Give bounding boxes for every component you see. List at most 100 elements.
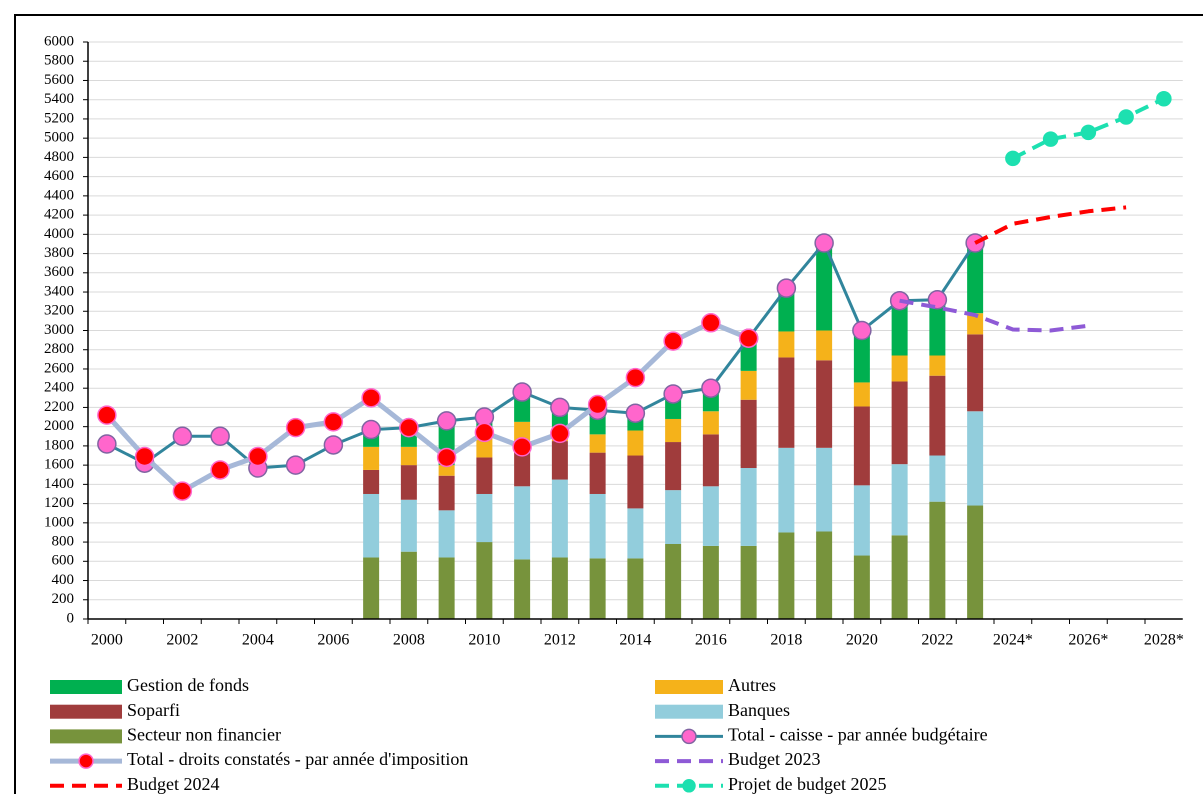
marker	[625, 403, 646, 423]
legend-label: Autres	[728, 675, 776, 695]
legend-label: Budget 2024	[127, 774, 220, 794]
marker	[814, 233, 834, 253]
bar	[816, 447, 833, 532]
bar	[740, 399, 757, 469]
marker	[210, 426, 230, 447]
y-tick-label: 5200	[44, 110, 74, 126]
bar	[778, 288, 795, 332]
bar	[929, 299, 946, 356]
bar	[967, 411, 984, 506]
x-tick-label: 2000	[91, 632, 123, 649]
bar	[400, 551, 417, 619]
bar	[363, 493, 380, 558]
series-line	[899, 298, 1089, 333]
x-tick-label: 2024*	[993, 632, 1033, 649]
x-tick-label: 2008	[393, 632, 425, 649]
x-tick-label: 2028*	[1144, 632, 1184, 649]
bar	[551, 479, 568, 558]
bar	[853, 555, 870, 619]
bar	[589, 452, 606, 494]
marker	[361, 419, 381, 440]
x-tick-label: 2004	[242, 632, 274, 649]
y-tick-label: 4400	[44, 187, 74, 203]
marker	[701, 378, 721, 398]
bar	[438, 475, 455, 511]
bar	[816, 531, 833, 619]
marker	[172, 481, 193, 501]
y-tick-label: 2000	[44, 418, 74, 434]
y-tick-label: 1600	[44, 457, 74, 473]
y-tick-label: 5600	[44, 72, 74, 88]
legend-label: Soparfi	[127, 700, 180, 720]
y-tick-label: 2600	[44, 360, 74, 376]
marker	[1042, 131, 1059, 147]
bar	[740, 468, 757, 546]
y-tick-label: 6000	[44, 33, 74, 49]
bar	[778, 532, 795, 619]
bar	[967, 334, 984, 412]
bar	[514, 559, 531, 619]
bar	[702, 545, 719, 619]
legend-label: Budget 2023	[728, 749, 821, 769]
bar	[967, 505, 984, 619]
series-line	[106, 241, 977, 470]
bar	[476, 438, 493, 458]
y-tick-label: 3800	[44, 245, 74, 261]
legend-marker	[78, 753, 94, 769]
bar	[740, 370, 757, 400]
y-tick-label: 5800	[44, 53, 74, 69]
y-tick-label: 1800	[44, 437, 74, 453]
bar	[627, 558, 644, 619]
x-tick-label: 2020	[846, 632, 878, 649]
marker	[97, 434, 117, 454]
marker	[361, 388, 381, 408]
bar	[816, 360, 833, 448]
bar	[816, 242, 833, 331]
y-tick-label: 0	[67, 610, 75, 626]
y-tick-label: 3200	[44, 303, 74, 319]
x-tick-label: 2026*	[1068, 632, 1108, 649]
bar	[702, 411, 719, 435]
y-tick-label: 200	[52, 591, 75, 607]
legend-label: Total - caisse - par année budgétaire	[728, 725, 988, 745]
y-tick-label: 4800	[44, 149, 74, 165]
bar	[476, 542, 493, 619]
bar	[551, 441, 568, 480]
marker	[512, 437, 532, 457]
bar	[929, 501, 946, 619]
bar	[400, 465, 417, 500]
bar	[589, 434, 606, 453]
bar	[665, 442, 682, 491]
legend-swatch	[655, 680, 723, 694]
marker	[1118, 109, 1134, 125]
x-tick-label: 2016	[695, 632, 727, 649]
y-tick-label: 1400	[44, 476, 74, 492]
y-tick-label: 3600	[44, 264, 74, 280]
marker	[285, 455, 306, 475]
y-tick-label: 4600	[44, 168, 74, 184]
y-tick-label: 2800	[44, 341, 74, 357]
bar	[740, 545, 757, 619]
bar	[665, 543, 682, 619]
x-tick-label: 2010	[468, 632, 500, 649]
bar	[589, 558, 606, 619]
marker	[399, 417, 419, 438]
marker	[323, 435, 344, 455]
marker	[550, 423, 570, 444]
marker	[436, 447, 457, 468]
bar	[929, 455, 946, 502]
y-tick-label: 400	[52, 572, 75, 588]
bar	[627, 430, 644, 456]
bar	[967, 313, 984, 335]
legend-swatch	[655, 704, 723, 719]
y-tick-label: 2400	[44, 380, 74, 396]
legend-swatch	[50, 704, 122, 719]
x-tick-label: 2006	[317, 632, 349, 649]
marker	[210, 460, 230, 480]
legend-label: Projet de budget 2025	[728, 774, 886, 794]
bar	[929, 355, 946, 376]
y-tick-label: 3400	[44, 283, 74, 299]
bar	[438, 510, 455, 558]
legend-marker	[682, 779, 696, 793]
y-tick-label: 3000	[44, 322, 74, 338]
